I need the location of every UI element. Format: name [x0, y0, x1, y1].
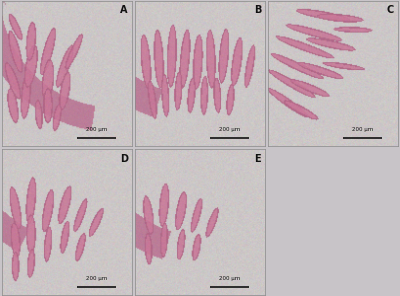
Text: 200 μm: 200 μm — [86, 276, 108, 281]
Text: E: E — [254, 154, 261, 164]
Text: 200 μm: 200 μm — [86, 127, 108, 132]
Text: 200 μm: 200 μm — [219, 276, 240, 281]
Text: C: C — [387, 5, 394, 15]
Text: 200 μm: 200 μm — [219, 127, 240, 132]
Text: 200 μm: 200 μm — [352, 127, 374, 132]
Text: A: A — [120, 5, 128, 15]
Text: D: D — [120, 154, 128, 164]
Text: B: B — [254, 5, 261, 15]
